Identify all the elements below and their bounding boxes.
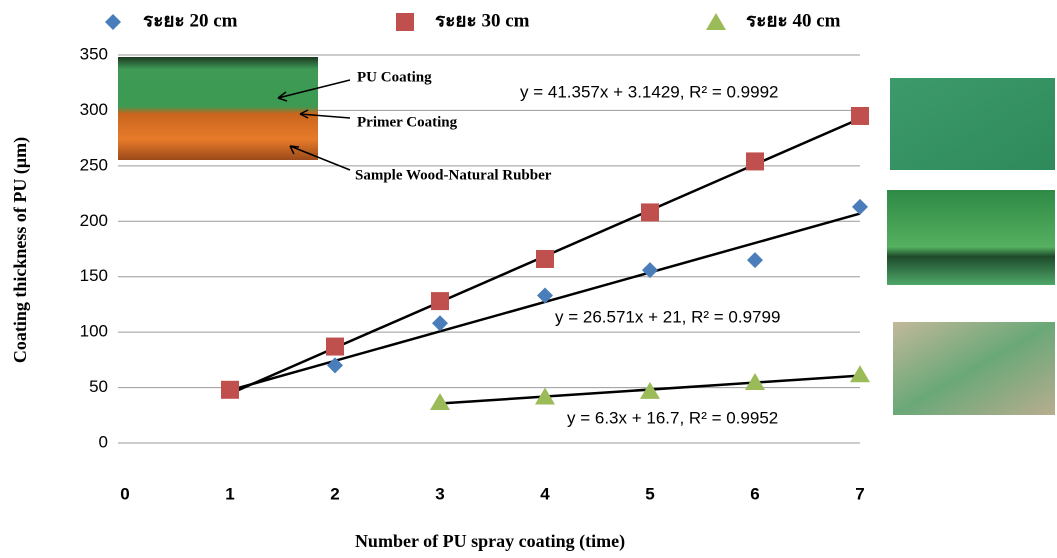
y-tick-label: 150 xyxy=(80,266,108,285)
data-point xyxy=(642,262,658,279)
x-tick-label: 7 xyxy=(855,484,864,503)
annotation: Sample Wood-Natural Rubber xyxy=(355,167,552,183)
data-point xyxy=(852,198,868,215)
legend-label: ระยะ 40 cm xyxy=(746,10,841,31)
x-tick-label: 0 xyxy=(120,484,129,503)
trendline-equation: y = 41.357x + 3.1429, R² = 0.9992 xyxy=(520,82,779,101)
legend-marker xyxy=(105,14,121,30)
data-point xyxy=(747,252,763,269)
data-point xyxy=(536,249,554,268)
data-point xyxy=(221,380,239,399)
data-point xyxy=(746,152,764,171)
legend-label: ระยะ 30 cm xyxy=(435,10,530,31)
data-point xyxy=(326,337,344,356)
legend-marker xyxy=(706,13,726,30)
y-tick-label: 250 xyxy=(80,155,108,174)
data-point xyxy=(535,387,555,405)
y-axis-label: Coating thickness of PU (μm) xyxy=(10,137,31,363)
data-point xyxy=(640,381,660,399)
x-tick-label: 3 xyxy=(435,484,444,503)
annotation: PU Coating xyxy=(357,69,432,85)
y-tick-label: 200 xyxy=(80,211,108,230)
data-point xyxy=(431,292,449,311)
data-point xyxy=(850,365,870,383)
sample-photo xyxy=(890,78,1055,170)
annotation: Primer Coating xyxy=(357,114,458,130)
legend-marker xyxy=(396,13,414,31)
trendline-equation: y = 26.571x + 21, R² = 0.9799 xyxy=(555,307,780,326)
data-point xyxy=(641,203,659,222)
y-tick-label: 100 xyxy=(80,322,108,341)
y-tick-label: 50 xyxy=(89,377,108,396)
x-tick-label: 2 xyxy=(330,484,339,503)
sample-photo xyxy=(893,322,1055,415)
data-point xyxy=(745,373,765,391)
y-tick-label: 300 xyxy=(80,100,108,119)
y-tick-label: 0 xyxy=(99,432,108,451)
x-tick-label: 6 xyxy=(750,484,759,503)
x-tick-label: 1 xyxy=(225,484,234,503)
sample-photo xyxy=(887,190,1055,285)
x-tick-label: 4 xyxy=(540,484,550,503)
x-tick-label: 5 xyxy=(645,484,654,503)
annotation-arrows xyxy=(277,79,351,171)
legend-label: ระยะ 20 cm xyxy=(143,10,238,31)
data-point xyxy=(430,392,450,410)
data-point xyxy=(537,287,553,304)
x-axis-label: Number of PU spray coating (time) xyxy=(355,531,625,552)
trendline-equation: y = 6.3x + 16.7, R² = 0.9952 xyxy=(567,408,778,427)
data-point xyxy=(851,106,869,125)
data-point xyxy=(327,357,343,374)
data-point xyxy=(432,315,448,332)
y-tick-label: 350 xyxy=(80,44,108,63)
inset-photo xyxy=(118,57,318,160)
